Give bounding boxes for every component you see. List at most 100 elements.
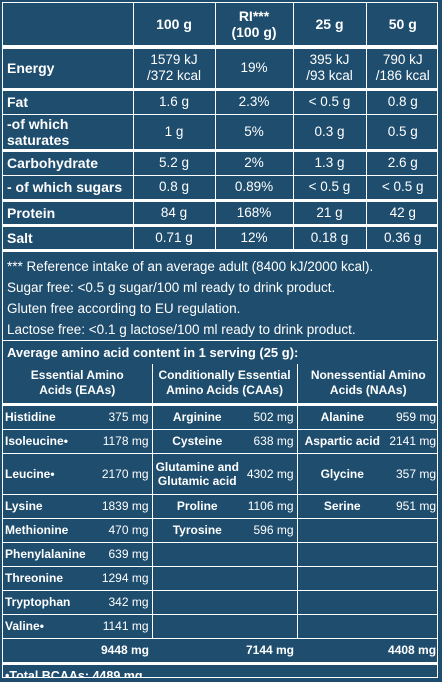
nutrition-row: Energy 1579 kJ /372 kcal 19% 395 kJ /93 kca… [3,47,437,91]
amino-acid-name: Tyrosine [152,518,243,543]
amino-acid-amount: 1106 mg [242,494,298,519]
amino-acid-amount [387,566,437,591]
amino-acid-name: Serine [297,494,388,519]
nutrient-value: 0.71 g [133,225,216,252]
amino-row: Isoleucine• 1178 mg Cysteine 638 mg Aspartic… [3,429,437,454]
amino-acid-name: Aspartic acid [297,429,388,454]
total-spacer [3,638,91,665]
header-blank-cell [3,3,134,49]
amino-acid-amount [387,518,437,543]
nutrient-value: 0.3 g [293,114,367,152]
amino-acid-amount [387,590,437,615]
amino-acid-amount [242,566,298,591]
nutrient-value: 1 g [133,114,216,152]
amino-row: Phenylalanine 639 mg [3,542,437,567]
amino-acid-name: Glutamine and Glutamic acid [152,453,243,495]
amino-acid-name [297,542,388,567]
nutrient-value: 1579 kJ /372 kcal [133,47,216,91]
total-spacer [152,638,243,665]
nutrient-value: 5.2 g [133,150,216,176]
total-spacer [297,638,388,665]
amino-acid-amount: 951 mg [387,494,437,519]
amino-row: Lysine 1839 mg Proline 1106 mg Serine 951 mg [3,494,437,519]
amino-acid-amount [242,614,298,639]
nutrition-row: - of which sugars 0.8 g 0.89% < 0.5 g < 0.5 … [3,175,437,202]
nutrient-value: < 0.5 g [366,175,437,202]
amino-acid-name: Threonine [3,566,91,591]
amino-acid-name [152,566,243,591]
amino-header-row: Essential Amino Acids (EAAs) Conditionall… [3,363,437,406]
amino-acid-amount: 470 mg [91,518,153,543]
nutrient-label: Energy [3,47,134,91]
nutrient-value: 168% [215,200,294,227]
amino-row: Leucine• 2170 mg Glutamine and Glutamic ac… [3,453,437,495]
nutrient-value: 2.6 g [366,150,437,176]
amino-acid-amount: 375 mg [91,404,153,430]
amino-acid-name: Methionine [3,518,91,543]
nutrition-row: Salt 0.71 g 12% 0.18 g 0.36 g [3,225,437,252]
amino-acid-name: Isoleucine• [3,429,91,454]
amino-acid-amount: 1839 mg [91,494,153,519]
note-line: Gluten free according to EU regulation. [7,300,241,316]
amino-acid-amount [387,614,437,639]
nutrient-value: 12% [215,225,294,252]
nutrient-label: Protein [3,200,134,227]
amino-acid-amount: 1141 mg [91,614,153,639]
nutrient-value: 2.3% [215,89,294,115]
nutrition-row: -of which saturates 1 g 5% 0.3 g 0.5 g [3,114,437,152]
amino-acid-amount: 357 mg [387,453,437,495]
amino-acid-name: Histidine [3,404,91,430]
amino-acid-name: Valine• [3,614,91,639]
amino-acid-name: Alanine [297,404,388,430]
amino-row: Threonine 1294 mg [3,566,437,591]
nutrient-value: 0.5 g [366,114,437,152]
amino-acid-name: Tryptophan [3,590,91,615]
amino-acid-amount: 1178 mg [91,429,153,454]
nutrient-value: 42 g [366,200,437,227]
note-line: Sugar free: <0.5 g sugar/100 ml ready to… [7,279,336,295]
amino-row: Valine• 1141 mg [3,614,437,639]
nutrient-value: 84 g [133,200,216,227]
nutrient-value: 790 kJ /186 kcal [366,47,437,91]
nutrition-header-row: 100 g RI*** (100 g) 25 g 50 g [3,3,437,49]
amino-total: 9448 mg [91,638,153,665]
amino-acid-name: Proline [152,494,243,519]
amino-title: Average amino acid content in 1 serving … [3,339,437,364]
nutrient-value: 1.3 g [293,150,367,176]
amino-acid-amount: 639 mg [91,542,153,567]
amino-acid-name: Cysteine [152,429,243,454]
amino-acid-name [297,518,388,543]
amino-totals-row: 9448 mg 7144 mg 4408 mg [3,638,437,665]
nutrient-label: -of which saturates [3,114,134,152]
amino-acid-name [152,614,243,639]
amino-group-header: Conditionally Essential Amino Acids (CAA… [152,363,298,406]
nutrient-value: 0.8 g [133,175,216,202]
amino-acid-amount [242,590,298,615]
amino-acid-amount: 4302 mg [242,453,298,495]
nutrient-label: Carbohydrate [3,150,134,176]
amino-acid-amount [387,542,437,567]
amino-acid-amount: 2141 mg [387,429,437,454]
column-header: 100 g [133,3,216,49]
nutrient-value: < 0.5 g [293,175,367,202]
column-header: RI*** (100 g) [215,3,294,49]
nutrition-label: 100 g RI*** (100 g) 25 g 50 g Energy 1579 kJ … [2,2,438,678]
nutrient-value: 5% [215,114,294,152]
amino-acid-amount: 596 mg [242,518,298,543]
nutrient-value: 1.6 g [133,89,216,115]
nutrient-value: 395 kJ /93 kcal [293,47,367,91]
amino-table: Essential Amino Acids (EAAs) Conditionall… [3,363,437,665]
amino-acid-name [297,566,388,591]
amino-acid-name [297,614,388,639]
nutrient-value: 19% [215,47,294,91]
nutrient-label: - of which sugars [3,175,134,202]
amino-acid-name: Lysine [3,494,91,519]
amino-group-header: Essential Amino Acids (EAAs) [3,363,153,406]
nutrient-value: 0.8 g [366,89,437,115]
amino-acid-amount: 502 mg [242,404,298,430]
nutrition-row: Protein 84 g 168% 21 g 42 g [3,200,437,227]
nutrient-value: 0.18 g [293,225,367,252]
column-header: 50 g [366,3,437,49]
column-header: 25 g [293,3,367,49]
amino-acid-name [297,590,388,615]
